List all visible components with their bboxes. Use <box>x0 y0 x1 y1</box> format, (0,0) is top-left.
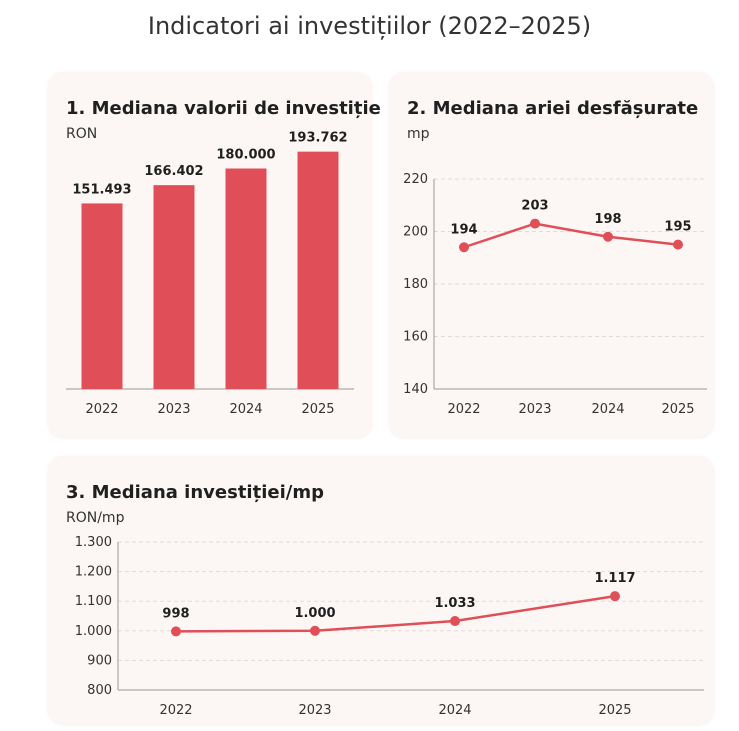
point-2023 <box>530 218 540 229</box>
data-label-2024: 198 <box>594 212 621 227</box>
data-label-2023: 166.402 <box>144 164 203 179</box>
data-label-2025: 193.762 <box>288 131 347 146</box>
x-tick-2023: 2023 <box>157 402 190 417</box>
page-title: Indicatori ai investițiilor (2022–2025) <box>147 12 592 40</box>
data-label-2025: 1.117 <box>594 571 635 586</box>
x-tick-2024: 2024 <box>229 402 262 417</box>
point-2022 <box>171 626 181 637</box>
data-label-2023: 203 <box>521 199 548 214</box>
x-tick-2022: 2022 <box>85 402 118 417</box>
point-2024 <box>603 231 613 242</box>
x-tick-2024: 2024 <box>591 402 624 417</box>
chart-title-investment-value: 1. Mediana valorii de investiție <box>66 98 381 119</box>
line-chart-investment-per-sqm: 800 900 1.000 1.100 1.200 1.300 998 2022 1.000 20… <box>75 535 704 718</box>
y-tick-900: 900 <box>87 653 112 668</box>
x-tick-2024: 2024 <box>438 703 471 718</box>
data-label-2024: 1.033 <box>434 596 475 611</box>
y-tick-1200: 1.200 <box>75 565 112 580</box>
point-2025 <box>673 239 683 250</box>
series-line <box>175 594 616 633</box>
y-tick-160: 160 <box>403 330 428 345</box>
chart-unit-built-area: mp <box>407 126 430 142</box>
bar-2025 <box>297 151 339 389</box>
y-tick-1000: 1.000 <box>75 624 112 639</box>
series-line <box>463 222 679 249</box>
data-label-2023: 1.000 <box>294 606 335 621</box>
chart-unit-investment-per-sqm: RON/mp <box>66 510 125 526</box>
bar-chart-investment-value: 151.493 2022 166.402 2023 180.000 2024 193.762… <box>66 131 354 417</box>
x-tick-2025: 2025 <box>301 402 334 417</box>
data-label-2022: 151.493 <box>72 182 131 197</box>
y-tick-140: 140 <box>403 382 428 397</box>
y-tick-1300: 1.300 <box>75 535 112 550</box>
x-tick-2022: 2022 <box>447 402 480 417</box>
line-chart-built-area: 140 160 180 200 220 194 2022 203 2023 198 2024 195 2… <box>403 172 707 417</box>
card-built-area: 2. Mediana ariei desfășurate mp 140 160 18… <box>389 72 714 437</box>
x-tick-2023: 2023 <box>518 402 551 417</box>
data-label-2022: 998 <box>162 606 189 621</box>
bar-2023 <box>153 185 195 389</box>
x-tick-2022: 2022 <box>159 703 192 718</box>
point-2024 <box>450 616 460 627</box>
card-investment-value: 1. Mediana valorii de investiție RON 151… <box>48 72 381 437</box>
chart-title-built-area: 2. Mediana ariei desfășurate <box>407 98 699 119</box>
data-label-2025: 195 <box>664 220 691 235</box>
data-label-2024: 180.000 <box>216 148 275 163</box>
point-2023 <box>310 625 320 636</box>
y-tick-180: 180 <box>403 277 428 292</box>
x-tick-2025: 2025 <box>661 402 694 417</box>
chart-title-investment-per-sqm: 3. Mediana investiției/mp <box>66 482 324 503</box>
data-label-2022: 194 <box>450 222 477 237</box>
y-tick-220: 220 <box>403 172 428 187</box>
chart-unit-investment-value: RON <box>66 126 98 142</box>
point-2022 <box>459 242 469 253</box>
card-investment-per-sqm: 3. Mediana investiției/mp RON/mp 800 900 1… <box>48 456 714 724</box>
bar-2022 <box>81 203 123 389</box>
x-tick-2023: 2023 <box>298 703 331 718</box>
y-tick-800: 800 <box>87 683 112 698</box>
x-tick-2025: 2025 <box>598 703 631 718</box>
y-tick-200: 200 <box>403 225 428 240</box>
point-2025 <box>610 591 620 602</box>
bar-2024 <box>225 168 267 389</box>
y-tick-1100: 1.100 <box>75 594 112 609</box>
